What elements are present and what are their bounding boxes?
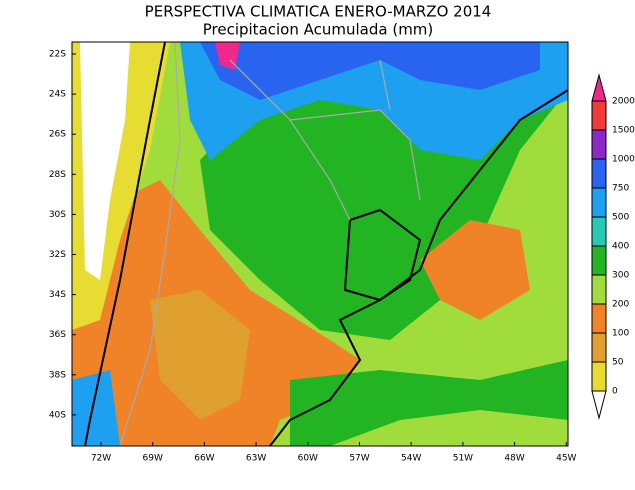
colorbar-label: 200 (612, 300, 629, 310)
lon-label: 45W (556, 454, 576, 464)
lat-label: 22S (49, 50, 66, 60)
lon-label: 66W (194, 454, 214, 464)
colorbar-box (591, 303, 607, 334)
lat-label: 24S (49, 90, 66, 100)
colorbar-box (591, 216, 607, 247)
colorbar-label: 1500 (612, 126, 635, 136)
colorbar-box (591, 100, 607, 131)
colorbar-label: 300 (612, 271, 629, 281)
precip-field (72, 42, 568, 446)
lat-label: 26S (49, 130, 66, 140)
lon-label: 54W (401, 454, 421, 464)
lat-label: 30S (49, 210, 66, 220)
lat-label: 40S (49, 410, 66, 420)
lon-label: 63W (246, 454, 266, 464)
lon-label: 69W (143, 454, 163, 464)
lat-label: 38S (49, 370, 66, 380)
colorbar-box (591, 361, 607, 392)
colorbar-label: 400 (612, 242, 629, 252)
colorbar-label: 0 (612, 387, 618, 397)
lat-label: 32S (49, 250, 66, 260)
lon-label: 60W (298, 454, 318, 464)
colorbar-label: 750 (612, 184, 629, 194)
map-title: PERSPECTIVA CLIMATICA ENERO-MARZO 2014 (145, 3, 492, 21)
lon-label: 57W (349, 454, 369, 464)
colorbar-box (591, 332, 607, 363)
borders (119, 41, 421, 447)
colorbar-box (591, 158, 607, 189)
lat-label: 36S (49, 330, 66, 340)
coastlines (84, 41, 569, 447)
lon-label: 51W (453, 454, 473, 464)
map-subtitle: Precipitacion Acumulada (mm) (203, 21, 434, 39)
colorbar-label: 500 (612, 213, 629, 223)
colorbar-box (591, 187, 607, 218)
map-frame (71, 41, 569, 447)
colorbar-label: 100 (612, 329, 629, 339)
colorbar-box (591, 274, 607, 305)
lat-label: 34S (49, 290, 66, 300)
colorbar-label: 1000 (612, 155, 635, 165)
colorbar-over (591, 73, 607, 102)
colorbar-label: 50 (612, 358, 624, 368)
lon-label: 48W (504, 454, 524, 464)
colorbar-label: 2000 (612, 97, 635, 107)
colorbar-under (591, 390, 607, 420)
lat-label: 28S (49, 170, 66, 180)
colorbar-box (591, 129, 607, 160)
lon-label: 72W (91, 454, 111, 464)
colorbar-box (591, 245, 607, 276)
